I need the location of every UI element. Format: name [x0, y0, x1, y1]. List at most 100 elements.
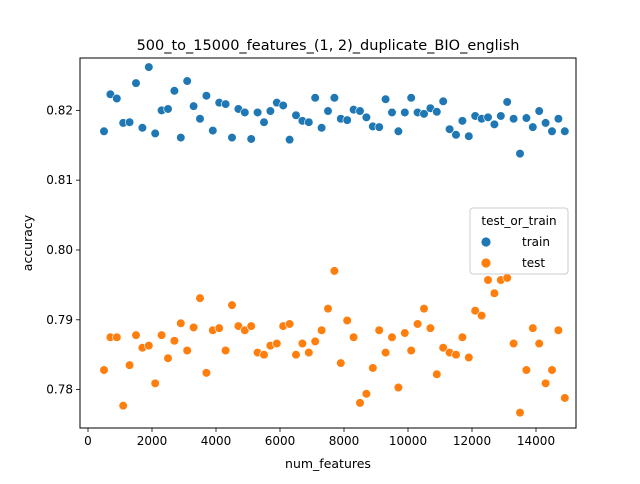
point-test-69	[540, 378, 551, 388]
point-test-38	[342, 315, 352, 326]
point-train-60	[483, 112, 493, 122]
point-train-65	[515, 149, 525, 159]
point-train-26	[265, 106, 276, 116]
point-test-18	[214, 323, 224, 333]
y-tick-label: 0.82	[46, 103, 73, 117]
point-test-11	[169, 336, 179, 346]
point-test-4	[125, 360, 135, 370]
point-test-25	[259, 350, 269, 360]
point-test-36	[329, 266, 340, 276]
plot-frame	[79, 57, 577, 429]
point-test-16	[201, 368, 211, 378]
point-train-38	[342, 115, 352, 125]
point-test-30	[291, 350, 301, 360]
x-tick-label: 14000	[517, 434, 555, 448]
point-train-41	[361, 112, 372, 122]
point-test-2	[112, 332, 122, 342]
x-tick-label: 2000	[137, 434, 168, 448]
point-test-3	[118, 401, 128, 411]
point-train-70	[547, 126, 557, 136]
point-train-20	[227, 132, 237, 143]
point-test-5	[131, 330, 141, 340]
point-test-0	[99, 365, 109, 375]
point-train-15	[195, 114, 205, 124]
point-train-1	[105, 89, 115, 99]
point-test-59	[477, 311, 487, 321]
point-train-46	[393, 126, 404, 136]
point-test-33	[310, 336, 320, 347]
point-test-56	[457, 332, 468, 342]
point-train-17	[208, 126, 218, 136]
point-test-32	[304, 348, 314, 358]
point-test-53	[438, 343, 448, 353]
x-tick-label: 8000	[329, 434, 360, 448]
point-test-42	[368, 363, 378, 373]
point-test-7	[144, 341, 154, 351]
point-test-63	[502, 273, 512, 283]
point-train-66	[521, 113, 532, 123]
point-test-39	[349, 332, 359, 342]
point-train-72	[560, 126, 570, 136]
point-test-22	[240, 325, 250, 335]
point-test-65	[515, 408, 525, 418]
point-test-37	[336, 358, 346, 368]
y-tick-label: 0.79	[46, 313, 73, 327]
point-train-33	[310, 93, 320, 103]
point-train-44	[381, 94, 391, 104]
x-tick-label: 6000	[265, 434, 296, 448]
point-train-56	[457, 116, 468, 126]
point-train-71	[553, 114, 564, 124]
point-train-28	[278, 100, 288, 111]
point-test-29	[285, 319, 295, 329]
point-test-13	[182, 345, 192, 356]
point-test-8	[150, 378, 160, 388]
legend-marker-test	[480, 257, 492, 269]
point-train-4	[125, 117, 135, 127]
chart-title: 500_to_15000_features_(1, 2)_duplicate_B…	[137, 38, 520, 54]
legend-box	[469, 207, 569, 275]
point-train-36	[329, 93, 340, 103]
point-test-15	[195, 293, 205, 303]
point-train-63	[502, 97, 512, 107]
point-test-57	[464, 352, 474, 363]
point-test-21	[233, 321, 243, 331]
point-train-64	[508, 114, 519, 124]
y-tick-label: 0.80	[46, 243, 73, 257]
point-test-52	[432, 369, 442, 379]
point-test-34	[317, 325, 327, 335]
point-train-13	[182, 76, 192, 86]
point-train-45	[387, 107, 397, 118]
point-train-47	[400, 107, 410, 118]
point-train-50	[419, 109, 429, 119]
point-train-14	[189, 101, 199, 111]
point-test-64	[508, 338, 519, 349]
point-train-53	[438, 96, 448, 106]
point-train-32	[304, 117, 314, 127]
point-train-23	[246, 134, 256, 144]
point-test-61	[489, 288, 500, 298]
point-test-67	[528, 323, 538, 333]
point-train-12	[176, 132, 186, 143]
y-axis-label: accuracy	[20, 214, 35, 271]
point-test-12	[176, 318, 186, 328]
y-tick-label: 0.78	[46, 383, 73, 397]
point-test-41	[361, 389, 372, 399]
point-test-48	[406, 345, 416, 356]
point-test-43	[374, 325, 384, 335]
point-train-16	[201, 91, 211, 101]
point-test-31	[297, 338, 308, 349]
point-test-35	[323, 304, 333, 314]
point-test-60	[483, 275, 493, 285]
point-test-72	[560, 393, 570, 403]
point-train-48	[406, 93, 416, 103]
point-train-40	[355, 106, 365, 116]
point-test-14	[189, 322, 199, 333]
point-test-27	[272, 338, 282, 349]
point-train-11	[169, 86, 179, 96]
x-tick-label: 0	[84, 434, 92, 448]
point-train-35	[323, 106, 333, 116]
legend: test_or_train train test	[469, 207, 569, 275]
point-train-68	[534, 106, 544, 116]
point-test-46	[393, 382, 404, 393]
point-test-58	[470, 306, 480, 316]
